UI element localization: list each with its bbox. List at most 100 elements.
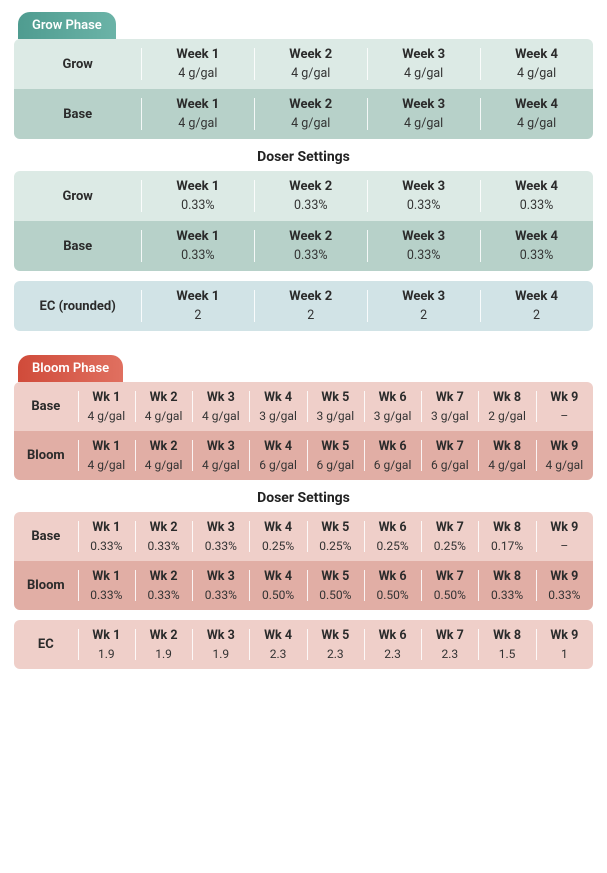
week-value: 0.25%: [255, 537, 300, 553]
week-value: 3 g/gal: [313, 407, 358, 423]
bloom-dosage-row-0-cell: Wk 9–: [536, 382, 593, 431]
week-header: Week 3: [373, 47, 474, 64]
week-header: Week 1: [147, 229, 248, 246]
week-value: 0.33%: [141, 586, 186, 602]
week-header: Week 4: [486, 229, 587, 246]
week-header: Wk 1: [84, 390, 129, 407]
bloom-ec-row-cell: Wk 52.3: [307, 620, 364, 669]
week-value: 4 g/gal: [486, 114, 587, 131]
week-value: 4 g/gal: [260, 64, 361, 81]
week-header: Week 2: [260, 289, 361, 306]
grow-dosage-row-1-cell: Week 44 g/gal: [480, 89, 593, 139]
grow-doser-row-1-label: Base: [14, 221, 141, 271]
week-value: 1.9: [84, 645, 129, 661]
bloom-dosage-row-0-cell: Wk 82 g/gal: [478, 382, 535, 431]
week-value: 0.33%: [198, 537, 243, 553]
bloom-ec-row-cell: Wk 11.9: [78, 620, 135, 669]
bloom-dosage-row-0-cell: Wk 53 g/gal: [307, 382, 364, 431]
bloom-dosage-row-0-cell: Wk 43 g/gal: [249, 382, 306, 431]
bloom-doser-row-0-cell: Wk 30.33%: [192, 512, 249, 561]
bloom-doser-row-0-cell: Wk 9–: [536, 512, 593, 561]
bloom-doser-row-0-cell: Wk 60.25%: [364, 512, 421, 561]
bloom-doser-row-0-cell: Wk 80.17%: [478, 512, 535, 561]
week-header: Week 4: [486, 289, 587, 306]
week-header: Week 1: [147, 47, 248, 64]
bloom-doser-row-1-cell: Wk 80.33%: [478, 561, 535, 610]
week-value: 0.33%: [147, 196, 248, 213]
week-value: 0.50%: [313, 586, 358, 602]
week-value: 4 g/gal: [198, 456, 243, 472]
week-header: Wk 2: [141, 390, 186, 407]
grow-ec-row-cell: Week 32: [367, 281, 480, 331]
week-value: 0.33%: [484, 586, 529, 602]
bloom-ec-row-cell: Wk 72.3: [421, 620, 478, 669]
week-value: 6 g/gal: [313, 456, 358, 472]
grow-dosage-row-0-cell: Week 34 g/gal: [367, 39, 480, 89]
week-value: 0.50%: [370, 586, 415, 602]
bloom-doser-row-0-cell: Wk 40.25%: [249, 512, 306, 561]
bloom-ec-row-cell: Wk 31.9: [192, 620, 249, 669]
week-value: 0.33%: [147, 246, 248, 263]
bloom-doser-table: BaseWk 10.33%Wk 20.33%Wk 30.33%Wk 40.25%…: [14, 512, 593, 610]
grow-ec-table: EC (rounded)Week 12Week 22Week 32Week 42: [14, 281, 593, 331]
grow-doser-row-1-cell: Week 30.33%: [367, 221, 480, 271]
week-header: Wk 6: [370, 628, 415, 645]
bloom-ec-row-cell: Wk 42.3: [249, 620, 306, 669]
week-header: Wk 3: [198, 628, 243, 645]
week-header: Week 3: [373, 97, 474, 114]
week-header: Week 4: [486, 179, 587, 196]
week-value: 0.33%: [84, 586, 129, 602]
bloom-doser-row-0-cell: Wk 50.25%: [307, 512, 364, 561]
week-value: 0.25%: [370, 537, 415, 553]
week-header: Week 2: [260, 229, 361, 246]
week-value: 0.50%: [255, 586, 300, 602]
week-header: Wk 4: [255, 520, 300, 537]
week-value: 0.33%: [373, 246, 474, 263]
week-value: 4 g/gal: [84, 407, 129, 423]
grow-doser-row-1-cell: Week 10.33%: [141, 221, 254, 271]
week-value: 4 g/gal: [484, 456, 529, 472]
week-value: 0.33%: [542, 586, 587, 602]
bloom-ec-table: ECWk 11.9Wk 21.9Wk 31.9Wk 42.3Wk 52.3Wk …: [14, 620, 593, 669]
bloom-doser-row-1-label: Bloom: [14, 561, 78, 610]
week-header: Wk 4: [255, 569, 300, 586]
week-value: 4 g/gal: [141, 456, 186, 472]
week-header: Wk 4: [255, 439, 300, 456]
week-value: 4 g/gal: [373, 114, 474, 131]
week-value: 2 g/gal: [484, 407, 529, 423]
bloom-doser-row-1-cell: Wk 50.50%: [307, 561, 364, 610]
week-header: Wk 5: [313, 390, 358, 407]
week-header: Wk 3: [198, 439, 243, 456]
bloom-doser-row-1: BloomWk 10.33%Wk 20.33%Wk 30.33%Wk 40.50…: [14, 561, 593, 610]
week-value: 4 g/gal: [84, 456, 129, 472]
week-value: 4 g/gal: [373, 64, 474, 81]
week-value: 0.25%: [427, 537, 472, 553]
bloom-dosage-row-1-cell: Wk 94 g/gal: [536, 431, 593, 480]
week-header: Week 2: [260, 47, 361, 64]
grow-dosage-row-1-label: Base: [14, 89, 141, 139]
week-header: Wk 4: [255, 628, 300, 645]
week-header: Week 1: [147, 179, 248, 196]
week-header: Week 2: [260, 179, 361, 196]
bloom-doser-row-0-cell: Wk 20.33%: [135, 512, 192, 561]
week-header: Wk 6: [370, 569, 415, 586]
week-value: 0.33%: [141, 537, 186, 553]
bloom-phase-tag: Bloom Phase: [18, 355, 123, 382]
week-header: Week 4: [486, 97, 587, 114]
grow-dosage-row-1: BaseWeek 14 g/galWeek 24 g/galWeek 34 g/…: [14, 89, 593, 139]
bloom-ec-row: ECWk 11.9Wk 21.9Wk 31.9Wk 42.3Wk 52.3Wk …: [14, 620, 593, 669]
grow-doser-row-0: GrowWeek 10.33%Week 20.33%Week 30.33%Wee…: [14, 171, 593, 221]
week-value: 0.33%: [373, 196, 474, 213]
week-header: Wk 2: [141, 520, 186, 537]
bloom-doser-row-0-cell: Wk 70.25%: [421, 512, 478, 561]
week-value: 3 g/gal: [370, 407, 415, 423]
bloom-dosage-row-1-cell: Wk 56 g/gal: [307, 431, 364, 480]
week-header: Wk 6: [370, 390, 415, 407]
week-header: Wk 1: [84, 520, 129, 537]
bloom-dosage-row-1-cell: Wk 34 g/gal: [192, 431, 249, 480]
week-value: 0.33%: [84, 537, 129, 553]
bloom-dosage-row-1-cell: Wk 76 g/gal: [421, 431, 478, 480]
bloom-ec-row-cell: Wk 21.9: [135, 620, 192, 669]
grow-doser-title: Doser Settings: [14, 149, 593, 165]
bloom-dosage-row-1-cell: Wk 46 g/gal: [249, 431, 306, 480]
